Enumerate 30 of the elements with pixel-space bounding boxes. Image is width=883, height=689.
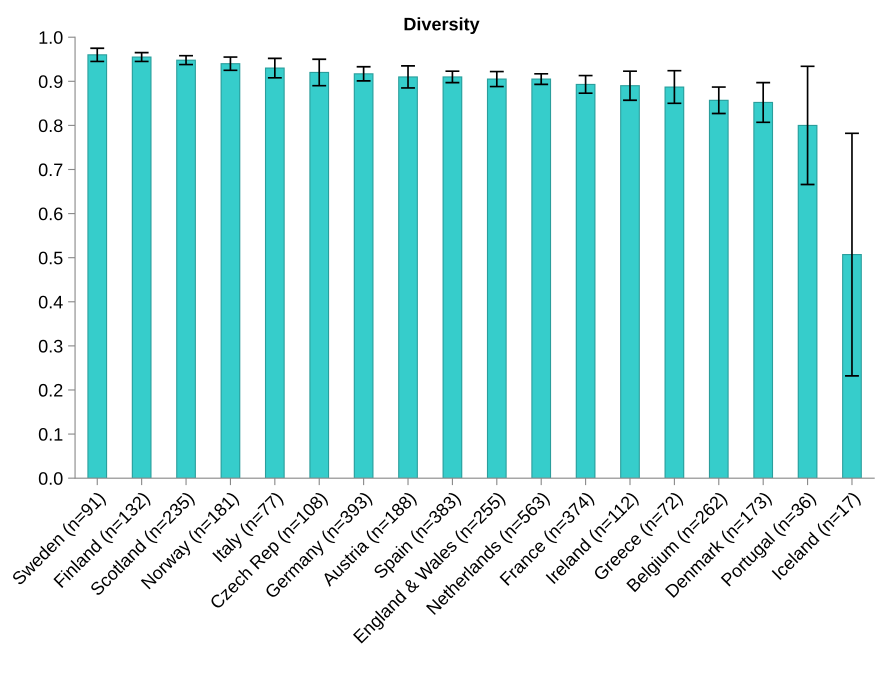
bar xyxy=(576,84,596,478)
bar xyxy=(620,85,640,478)
y-tick-label: 0.1 xyxy=(38,428,62,441)
bar xyxy=(708,100,729,478)
bar xyxy=(87,54,108,478)
bar xyxy=(176,60,196,478)
y-tick-label: 0.2 xyxy=(38,384,62,397)
bar xyxy=(486,78,507,478)
y-tick-label: 0.0 xyxy=(38,472,63,485)
bar xyxy=(398,76,418,478)
y-tick-label: 0.6 xyxy=(38,208,62,220)
y-tick-label: 0.5 xyxy=(38,252,62,264)
y-tick-label: 0.9 xyxy=(38,75,62,88)
y-tick-label: 0.8 xyxy=(38,119,62,132)
y-tick-label: 0.7 xyxy=(38,163,62,176)
bar xyxy=(442,76,462,478)
bar xyxy=(531,78,552,478)
bar xyxy=(354,73,374,478)
bar xyxy=(264,68,285,478)
bar xyxy=(798,124,818,478)
bar xyxy=(132,56,152,478)
bar xyxy=(753,102,774,478)
y-tick-label: 0.4 xyxy=(38,296,63,308)
y-tick-label: 0.3 xyxy=(38,340,62,353)
bar xyxy=(842,254,862,478)
bar xyxy=(664,86,684,478)
bar xyxy=(220,63,240,478)
chart-title: Diversity xyxy=(404,17,480,34)
y-tick-label: 1.0 xyxy=(40,31,63,44)
bar xyxy=(309,72,330,478)
